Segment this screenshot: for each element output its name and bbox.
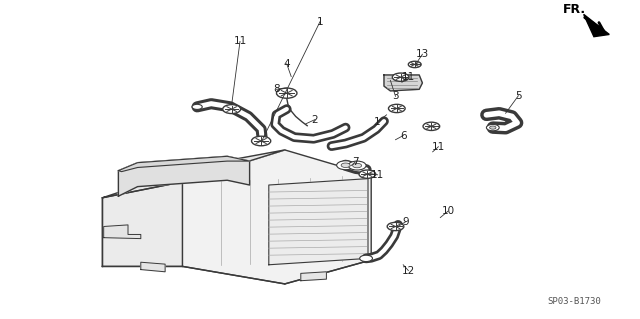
Text: 3: 3 <box>392 91 399 101</box>
Polygon shape <box>182 150 371 284</box>
Circle shape <box>388 104 405 113</box>
Text: 6: 6 <box>400 130 406 141</box>
Circle shape <box>353 163 362 168</box>
Text: 13: 13 <box>416 49 429 59</box>
Text: SP03-B1730: SP03-B1730 <box>548 297 602 306</box>
Text: FR.: FR. <box>563 3 586 16</box>
Circle shape <box>360 255 372 262</box>
Text: 1: 1 <box>374 117 381 127</box>
Circle shape <box>337 161 355 170</box>
Circle shape <box>423 122 440 130</box>
Polygon shape <box>269 179 368 265</box>
Circle shape <box>359 170 376 178</box>
Text: 11: 11 <box>371 170 384 180</box>
Circle shape <box>223 105 241 114</box>
Text: 9: 9 <box>403 217 409 227</box>
Polygon shape <box>301 272 326 281</box>
Text: 11: 11 <box>402 72 415 82</box>
Polygon shape <box>118 156 250 196</box>
Circle shape <box>348 161 366 170</box>
Polygon shape <box>102 182 182 266</box>
Circle shape <box>490 126 496 129</box>
Polygon shape <box>584 14 609 37</box>
Text: 4: 4 <box>284 59 290 69</box>
Circle shape <box>192 104 202 109</box>
Text: 5: 5 <box>515 91 522 101</box>
Text: 2: 2 <box>312 115 318 125</box>
Circle shape <box>486 124 499 131</box>
Text: 8: 8 <box>273 84 280 94</box>
Text: 7: 7 <box>352 157 358 167</box>
Polygon shape <box>384 75 422 91</box>
Text: 10: 10 <box>442 206 454 216</box>
Polygon shape <box>118 156 250 172</box>
Circle shape <box>387 222 404 231</box>
Polygon shape <box>104 225 141 239</box>
Text: 11: 11 <box>234 36 246 47</box>
Text: 1: 1 <box>317 17 323 27</box>
Polygon shape <box>102 150 285 198</box>
Circle shape <box>408 61 421 68</box>
Circle shape <box>341 163 350 167</box>
Text: 11: 11 <box>432 142 445 152</box>
Text: 12: 12 <box>402 265 415 276</box>
Circle shape <box>252 136 271 146</box>
Circle shape <box>276 88 297 98</box>
Polygon shape <box>141 262 165 272</box>
Circle shape <box>392 73 409 81</box>
